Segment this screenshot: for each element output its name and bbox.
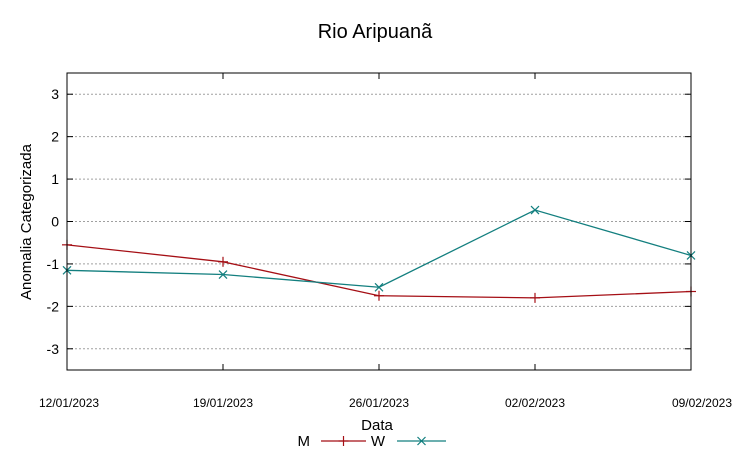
y-tick-label: -2 xyxy=(47,298,60,314)
y-tick-label: 3 xyxy=(51,86,59,102)
legend-marker-W xyxy=(417,436,426,446)
x-tick-label: 19/01/2023 xyxy=(193,396,253,410)
legend-label-M: M xyxy=(298,433,311,450)
x-tick-label: 02/02/2023 xyxy=(505,396,565,410)
y-tick-label: -1 xyxy=(47,256,60,272)
data-point-W xyxy=(374,282,384,292)
series-lines xyxy=(62,205,696,303)
y-axis-label: Anomalia Categorizada xyxy=(18,143,35,300)
x-axis-label: Data xyxy=(361,417,393,434)
grid-lines xyxy=(67,93,691,350)
series-W xyxy=(62,205,696,292)
data-point-W xyxy=(530,205,540,215)
series-line-M xyxy=(66,244,692,299)
series-M xyxy=(62,239,696,303)
y-axis-ticks: 3 2 1 0 -1 -2 -3 xyxy=(47,86,691,357)
x-axis-ticks: 12/01/2023 19/01/2023 26/01/2023 02/02/2023… xyxy=(39,73,732,410)
y-tick-label: -3 xyxy=(47,341,60,357)
x-tick-label: 09/02/2023 xyxy=(672,396,732,410)
x-tick-label: 26/01/2023 xyxy=(349,396,409,410)
plot-frame xyxy=(66,72,692,371)
legend-label-W: W xyxy=(371,433,386,450)
y-tick-label: 0 xyxy=(51,214,59,230)
chart-title: Rio Aripuanã xyxy=(318,21,433,43)
data-point-W xyxy=(218,270,228,279)
x-tick-label: 12/01/2023 xyxy=(39,396,99,410)
y-tick-label: 2 xyxy=(51,129,59,145)
y-tick-label: 1 xyxy=(51,171,59,187)
